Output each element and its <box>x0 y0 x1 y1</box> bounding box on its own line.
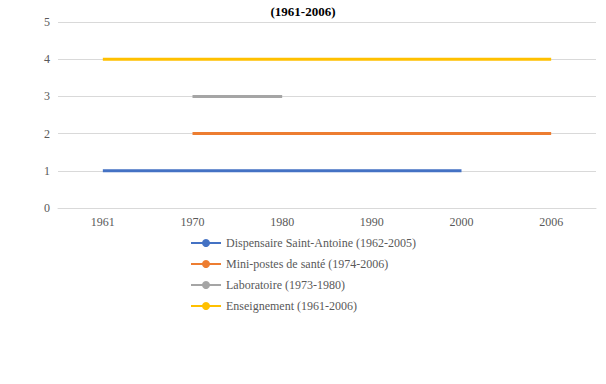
svg-text:(1961-2006): (1961-2006) <box>271 4 336 19</box>
svg-text:5: 5 <box>44 15 50 29</box>
svg-text:0: 0 <box>44 201 50 215</box>
svg-text:1980: 1980 <box>270 215 294 229</box>
svg-text:2000: 2000 <box>450 215 474 229</box>
svg-text:1: 1 <box>44 164 50 178</box>
svg-text:Laboratoire (1973-1980): Laboratoire (1973-1980) <box>226 278 345 292</box>
svg-text:3: 3 <box>44 89 50 103</box>
svg-text:1990: 1990 <box>360 215 384 229</box>
svg-text:Dispensaire Saint-Antoine (196: Dispensaire Saint-Antoine (1962-2005) <box>226 236 416 250</box>
svg-text:Mini-postes de santé (1974-200: Mini-postes de santé (1974-2006) <box>226 257 388 271</box>
svg-text:4: 4 <box>44 52 50 66</box>
svg-text:Enseignement (1961-2006): Enseignement (1961-2006) <box>226 299 357 313</box>
svg-text:1970: 1970 <box>181 215 205 229</box>
svg-text:1961: 1961 <box>91 215 115 229</box>
svg-text:2: 2 <box>44 127 50 141</box>
svg-text:2006: 2006 <box>539 215 563 229</box>
